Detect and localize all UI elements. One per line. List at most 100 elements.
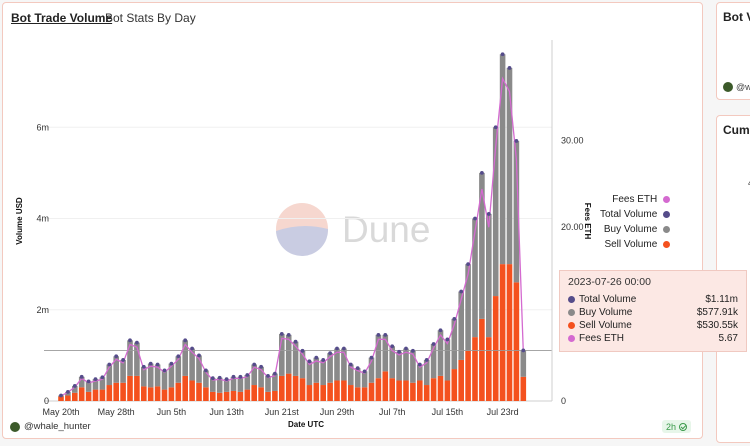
total-volume-point[interactable]	[114, 354, 119, 359]
buy-volume-bar[interactable]	[520, 350, 527, 377]
buy-volume-bar[interactable]	[216, 377, 223, 393]
total-volume-point[interactable]	[66, 389, 70, 394]
total-volume-point[interactable]	[273, 371, 277, 376]
total-volume-point[interactable]	[452, 316, 457, 321]
buy-volume-bar[interactable]	[513, 140, 520, 283]
buy-volume-bar[interactable]	[354, 368, 361, 388]
sell-volume-bar[interactable]	[513, 282, 520, 401]
buy-volume-bar[interactable]	[389, 346, 395, 379]
buy-volume-bar[interactable]	[472, 218, 478, 338]
buy-volume-bar[interactable]	[437, 330, 444, 376]
total-volume-point[interactable]	[286, 332, 291, 337]
sell-volume-bar[interactable]	[382, 371, 389, 401]
buy-volume-bar[interactable]	[299, 350, 306, 379]
buy-volume-bar[interactable]	[147, 363, 154, 388]
buy-volume-bar[interactable]	[237, 376, 244, 392]
buy-volume-bar[interactable]	[265, 375, 271, 392]
total-volume-point[interactable]	[197, 353, 201, 358]
total-volume-point[interactable]	[424, 358, 429, 362]
sell-volume-bar[interactable]	[65, 395, 71, 401]
sell-volume-bar[interactable]	[99, 389, 106, 401]
total-volume-point[interactable]	[376, 332, 381, 337]
tab-bot-stats-by-day[interactable]: Bot Stats By Day	[105, 11, 196, 25]
buy-volume-bar[interactable]	[161, 370, 168, 390]
sell-volume-bar[interactable]	[175, 382, 182, 401]
sell-volume-bar[interactable]	[258, 387, 264, 401]
sell-volume-bar[interactable]	[78, 387, 85, 401]
total-volume-point[interactable]	[438, 328, 443, 333]
buy-volume-bar[interactable]	[154, 364, 161, 387]
total-volume-point[interactable]	[252, 362, 257, 367]
buy-volume-bar[interactable]	[479, 172, 485, 319]
buy-volume-bar[interactable]	[99, 377, 106, 390]
buy-volume-bar[interactable]	[285, 334, 292, 374]
total-volume-point[interactable]	[404, 346, 408, 351]
sell-volume-bar[interactable]	[465, 350, 471, 401]
side-card-author[interactable]: @wh	[723, 82, 750, 92]
sell-volume-bar[interactable]	[437, 375, 444, 401]
total-volume-point[interactable]	[107, 362, 112, 367]
total-volume-point[interactable]	[480, 170, 484, 175]
total-volume-point[interactable]	[369, 355, 374, 360]
total-volume-point[interactable]	[93, 377, 98, 381]
buy-volume-bar[interactable]	[361, 371, 368, 388]
buy-volume-bar[interactable]	[313, 357, 320, 383]
sell-volume-bar[interactable]	[361, 387, 368, 401]
total-volume-point[interactable]	[259, 364, 263, 369]
buy-volume-bar[interactable]	[272, 373, 278, 391]
total-volume-point[interactable]	[321, 358, 326, 362]
sell-volume-bar[interactable]	[410, 382, 416, 401]
buy-volume-bar[interactable]	[430, 343, 437, 379]
total-volume-point[interactable]	[141, 364, 146, 369]
buy-volume-bar[interactable]	[410, 350, 416, 383]
total-volume-point[interactable]	[79, 374, 84, 379]
buy-volume-bar[interactable]	[134, 342, 140, 376]
sell-volume-bar[interactable]	[499, 264, 506, 401]
total-volume-point[interactable]	[231, 374, 236, 379]
buy-volume-bar[interactable]	[327, 353, 333, 383]
sell-volume-bar[interactable]	[334, 380, 340, 401]
buy-volume-bar[interactable]	[465, 264, 471, 351]
buy-volume-bar[interactable]	[223, 379, 230, 392]
buy-volume-bar[interactable]	[78, 376, 85, 388]
total-volume-point[interactable]	[169, 361, 174, 366]
total-volume-point[interactable]	[335, 346, 339, 351]
sell-volume-bar[interactable]	[348, 385, 354, 401]
buy-volume-bar[interactable]	[334, 348, 340, 381]
total-volume-point[interactable]	[204, 368, 208, 373]
buy-volume-bar[interactable]	[175, 356, 182, 383]
sell-volume-bar[interactable]	[430, 378, 437, 401]
total-volume-point[interactable]	[245, 373, 250, 377]
total-volume-point[interactable]	[183, 338, 188, 343]
sell-volume-bar[interactable]	[106, 385, 113, 401]
total-volume-point[interactable]	[507, 66, 512, 70]
total-volume-point[interactable]	[279, 332, 284, 336]
sell-volume-bar[interactable]	[299, 378, 306, 401]
sell-volume-bar[interactable]	[92, 389, 99, 401]
buy-volume-bar[interactable]	[203, 370, 209, 388]
buy-volume-bar[interactable]	[492, 127, 499, 297]
sell-volume-bar[interactable]	[210, 391, 216, 401]
sell-volume-bar[interactable]	[113, 382, 119, 401]
tab-bot-trade-volume[interactable]: Bot Trade Volume	[11, 11, 113, 25]
legend-item-total-volume[interactable]: Total Volume	[600, 207, 671, 222]
buy-volume-bar[interactable]	[210, 378, 216, 392]
sell-volume-bar[interactable]	[223, 391, 230, 401]
sell-volume-bar[interactable]	[292, 375, 299, 401]
sell-volume-bar[interactable]	[458, 359, 464, 401]
sell-volume-bar[interactable]	[492, 296, 499, 401]
sell-volume-bar[interactable]	[423, 385, 430, 401]
sell-volume-bar[interactable]	[520, 376, 527, 401]
legend-item-fees-eth[interactable]: Fees ETH	[600, 192, 671, 207]
sell-volume-bar[interactable]	[272, 390, 278, 401]
total-volume-point[interactable]	[383, 332, 388, 337]
buy-volume-bar[interactable]	[92, 379, 99, 390]
total-volume-point[interactable]	[121, 358, 125, 362]
buy-volume-bar[interactable]	[348, 364, 354, 386]
sell-volume-bar[interactable]	[230, 390, 237, 401]
sell-volume-bar[interactable]	[216, 392, 223, 401]
buy-volume-bar[interactable]	[106, 364, 113, 386]
sell-volume-bar[interactable]	[341, 380, 347, 401]
total-volume-point[interactable]	[431, 342, 436, 346]
sell-volume-bar[interactable]	[506, 264, 513, 401]
